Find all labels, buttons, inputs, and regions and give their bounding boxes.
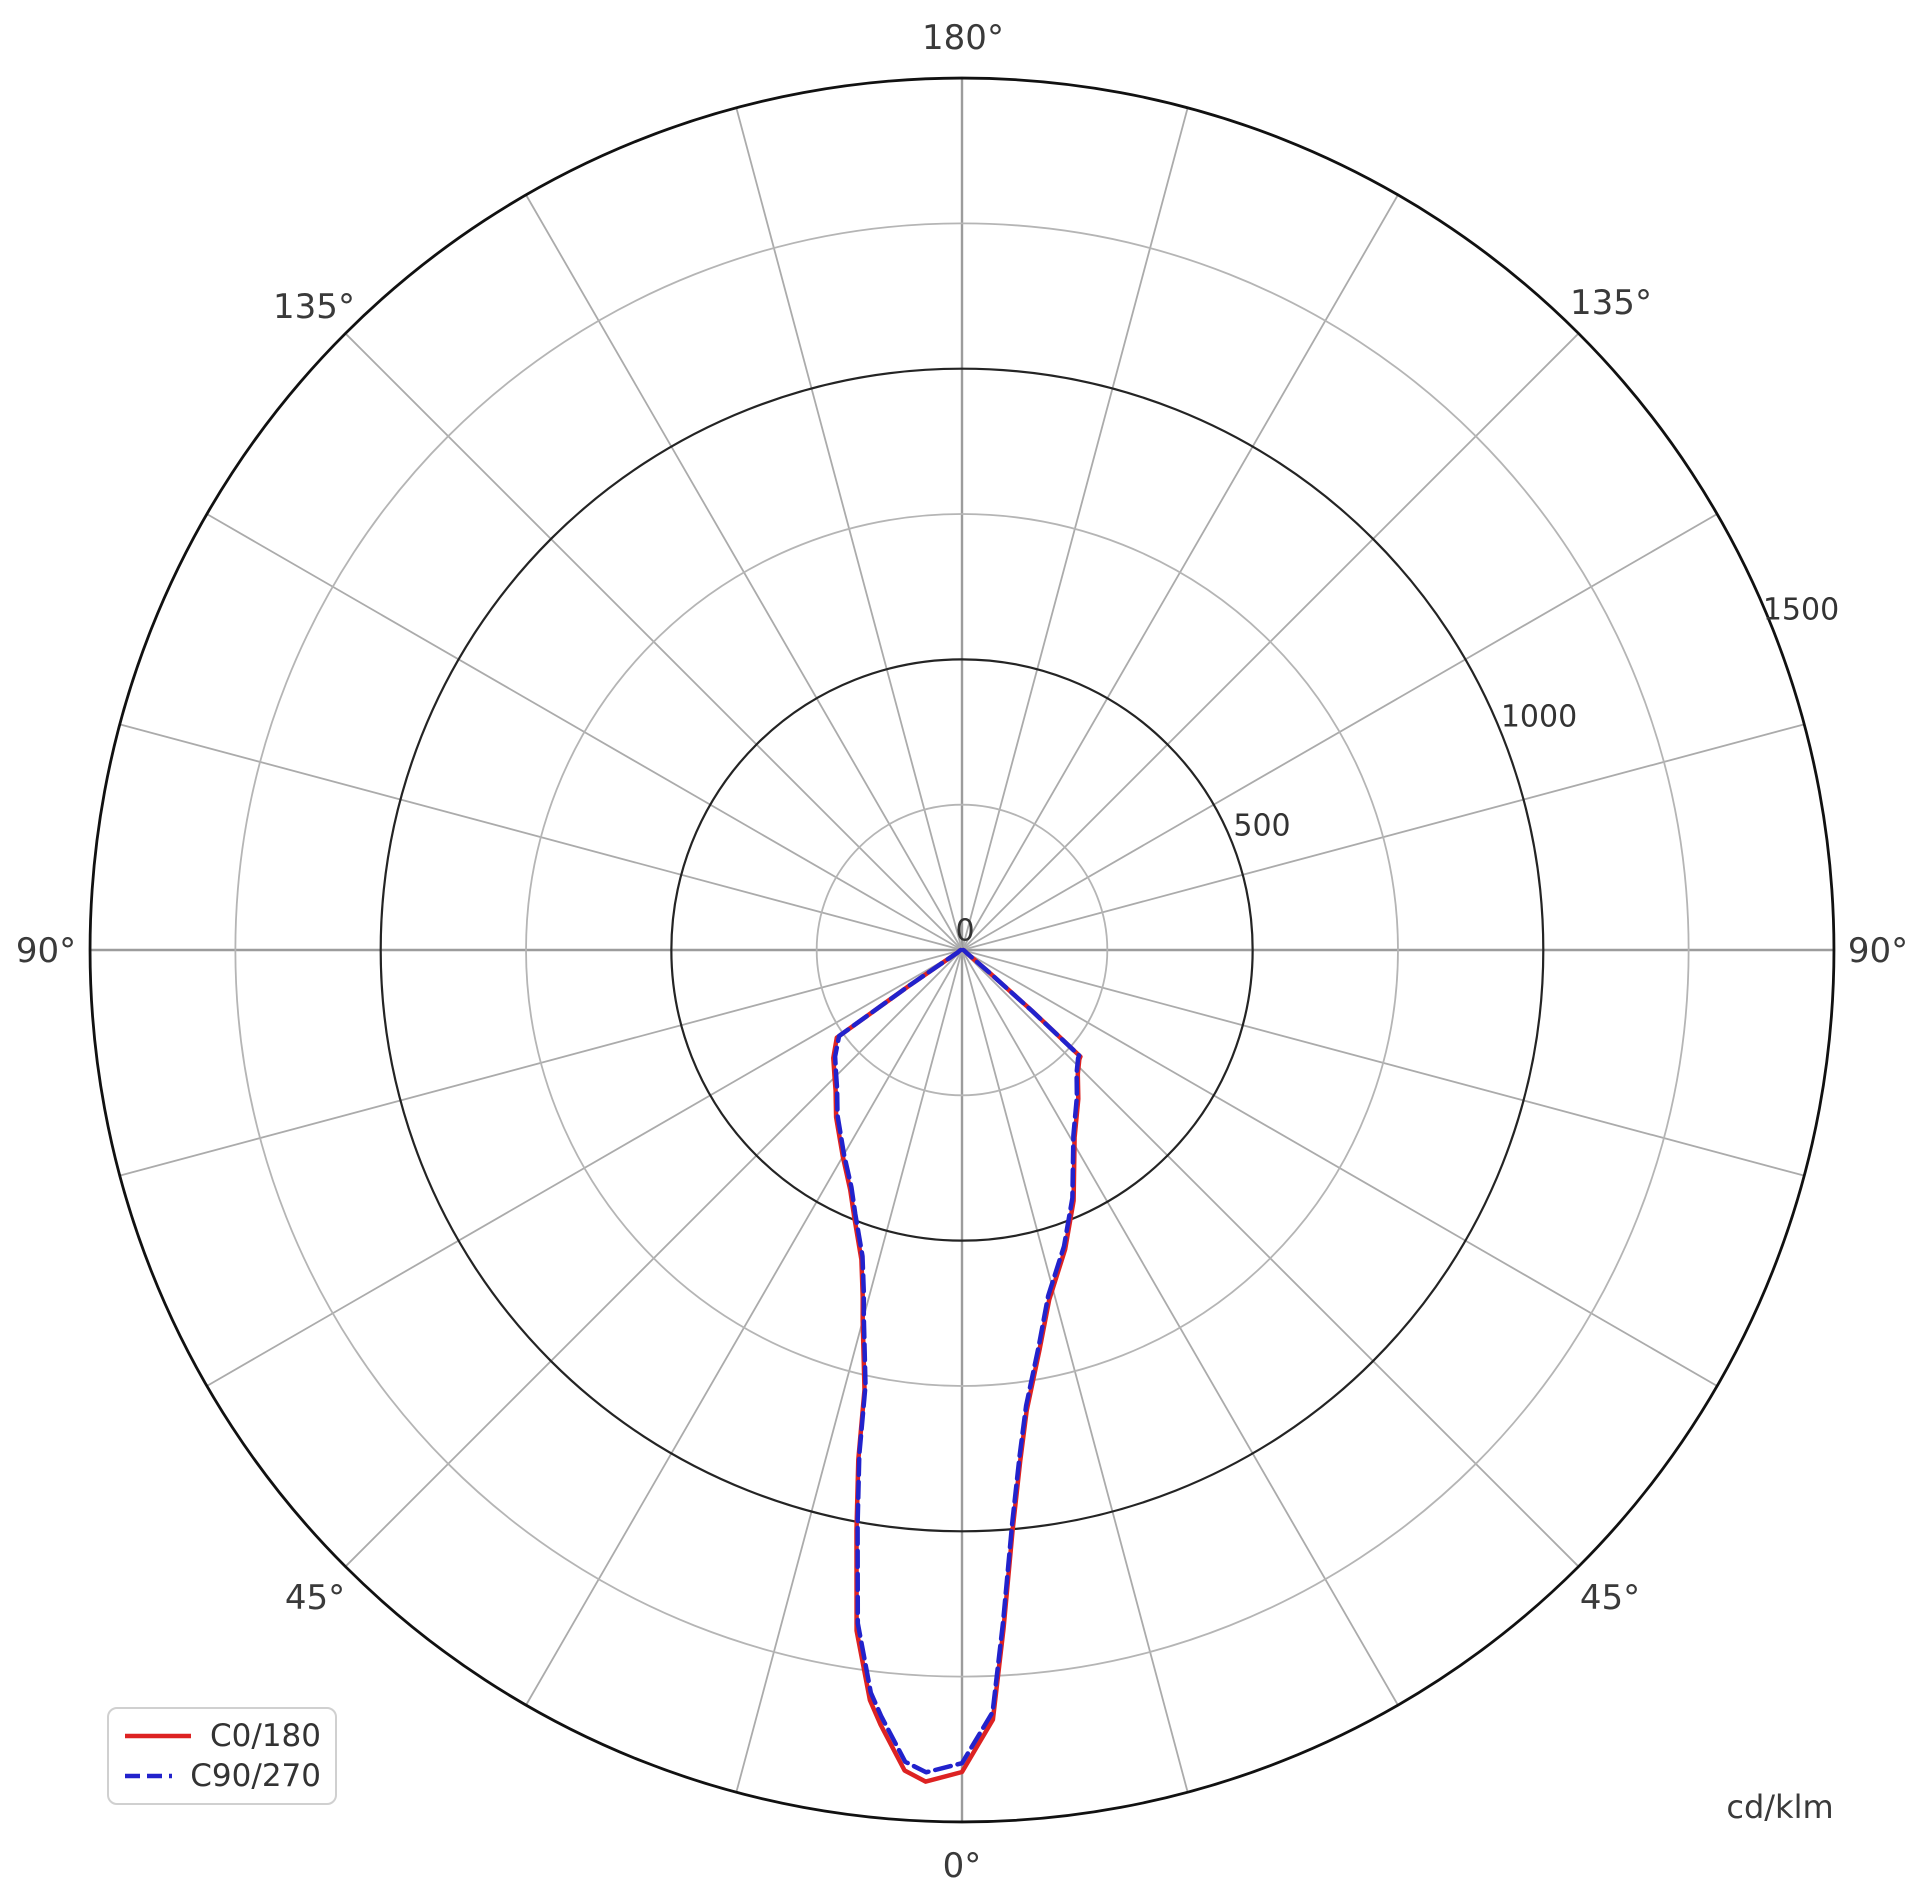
legend-item-c90-270: C90/270 bbox=[123, 1758, 321, 1794]
curve-C90-270 bbox=[832, 947, 1082, 1775]
angle-label-180: 180° bbox=[922, 18, 1004, 58]
legend-label-c90-270: C90/270 bbox=[190, 1758, 321, 1795]
legend-box: C0/180 C90/270 bbox=[107, 1707, 337, 1805]
ring-1500 bbox=[88, 76, 1836, 1824]
intensity-curves bbox=[831, 947, 1083, 1784]
angle-label-90: 90° bbox=[1848, 931, 1908, 971]
ring-500 bbox=[670, 658, 1254, 1242]
ring-1250 bbox=[234, 222, 1690, 1678]
radial-grid bbox=[88, 76, 1836, 1824]
radial-label-500: 500 bbox=[1233, 809, 1290, 844]
curve-C0-180 bbox=[831, 947, 1083, 1784]
angle-tick-labels: 0° 45° 45° 90° 90° 135° 135° 180° bbox=[16, 18, 1908, 1886]
ring-250 bbox=[815, 803, 1109, 1097]
angle-label-135: 135° bbox=[1570, 283, 1652, 323]
ring-1000 bbox=[379, 367, 1545, 1533]
angle-label-135: 135° bbox=[273, 287, 355, 327]
legend-label-c0-180: C0/180 bbox=[210, 1717, 321, 1754]
units-label: cd/klm bbox=[1726, 1788, 1834, 1826]
angle-label-90: 90° bbox=[16, 931, 76, 971]
legend-item-c0-180: C0/180 bbox=[123, 1718, 321, 1754]
angle-label-0: 0° bbox=[943, 1846, 982, 1886]
angle-label-45: 45° bbox=[285, 1578, 345, 1618]
radial-label-1000: 1000 bbox=[1501, 700, 1577, 735]
radial-label-0: 0 bbox=[955, 914, 974, 949]
ring-750 bbox=[525, 513, 1399, 1387]
radial-tick-labels: 0 500 1000 1500 bbox=[955, 593, 1839, 949]
radial-label-1500: 1500 bbox=[1763, 593, 1839, 628]
legend-line-dashed-icon bbox=[125, 1774, 173, 1779]
angle-label-45: 45° bbox=[1580, 1578, 1640, 1618]
legend-line-solid-icon bbox=[125, 1733, 191, 1738]
